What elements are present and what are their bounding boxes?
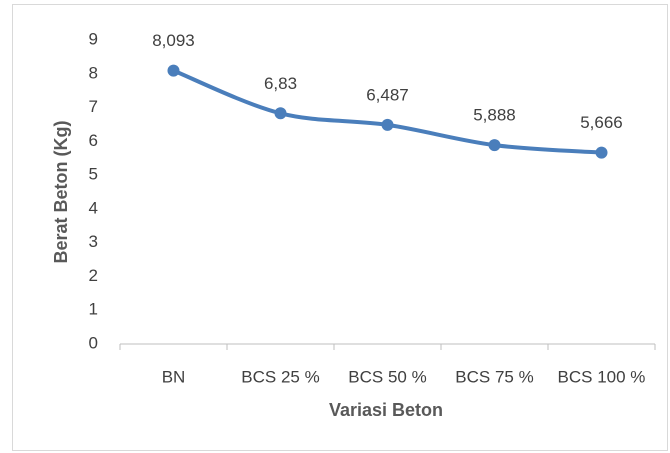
y-tick-label: 2 [89, 266, 98, 285]
x-tick-label: BCS 25 % [241, 367, 319, 386]
chart-border [12, 4, 668, 451]
x-axis-title: Variasi Beton [329, 400, 443, 420]
data-label: 6,487 [366, 85, 409, 104]
data-label: 6,83 [264, 74, 297, 93]
y-tick-label: 7 [89, 97, 98, 116]
data-label: 8,093 [152, 31, 195, 50]
y-tick-label: 0 [89, 333, 98, 352]
y-tick-label: 1 [89, 300, 98, 319]
x-tick-label: BCS 75 % [455, 367, 533, 386]
data-label: 5,888 [473, 106, 516, 125]
y-tick-label: 3 [89, 232, 98, 251]
y-axis-title: Berat Beton (Kg) [51, 120, 71, 263]
y-tick-label: 9 [89, 29, 98, 48]
x-tick-label: BCS 50 % [348, 367, 426, 386]
x-tick-label: BCS 100 % [558, 367, 646, 386]
marker [595, 146, 608, 159]
marker [274, 107, 287, 120]
marker [167, 64, 180, 77]
y-tick-label: 6 [89, 131, 98, 150]
marker [381, 118, 394, 131]
data-label: 5,666 [580, 113, 623, 132]
y-tick-label: 5 [89, 165, 98, 184]
y-tick-label: 8 [89, 63, 98, 82]
x-tick-label: BN [162, 367, 186, 386]
marker [488, 139, 501, 152]
y-tick-label: 4 [89, 198, 98, 217]
